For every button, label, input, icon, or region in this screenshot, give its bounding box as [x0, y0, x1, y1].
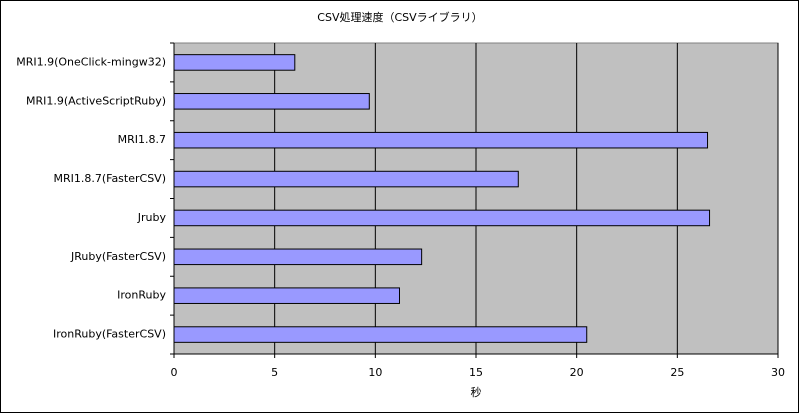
- x-axis-label: 秒: [471, 385, 482, 399]
- x-tick-label: 30: [771, 366, 785, 379]
- x-tick-label: 20: [570, 366, 584, 379]
- y-tick-label: MRI1.9(OneClick-mingw32): [16, 55, 166, 68]
- bar: [173, 170, 519, 188]
- x-tick-label: 10: [368, 366, 382, 379]
- bar: [173, 131, 709, 149]
- y-tick-label: IronRuby: [117, 289, 166, 302]
- bar: [173, 54, 296, 71]
- y-tick-label: MRI1.8.7(FasterCSV): [53, 172, 166, 185]
- y-tick-label: MRI1.9(ActiveScriptRuby): [26, 94, 166, 107]
- x-tick-label: 25: [670, 366, 684, 379]
- y-tick-label: Jruby: [137, 211, 167, 224]
- chart-title: CSV処理速度（CSVライブラリ）: [317, 10, 482, 24]
- bar: [173, 248, 423, 266]
- x-tick-label: 5: [271, 366, 278, 379]
- bar: [173, 93, 370, 110]
- bar: [173, 287, 400, 304]
- x-tick-label: 15: [469, 366, 483, 379]
- y-tick-label: IronRuby(FasterCSV): [53, 328, 166, 341]
- bar: [173, 326, 588, 343]
- bar: [173, 209, 711, 227]
- y-tick-label: JRuby(FasterCSV): [70, 250, 166, 263]
- y-tick-label: MRI1.8.7: [118, 133, 166, 146]
- x-tick-label: 0: [171, 366, 178, 379]
